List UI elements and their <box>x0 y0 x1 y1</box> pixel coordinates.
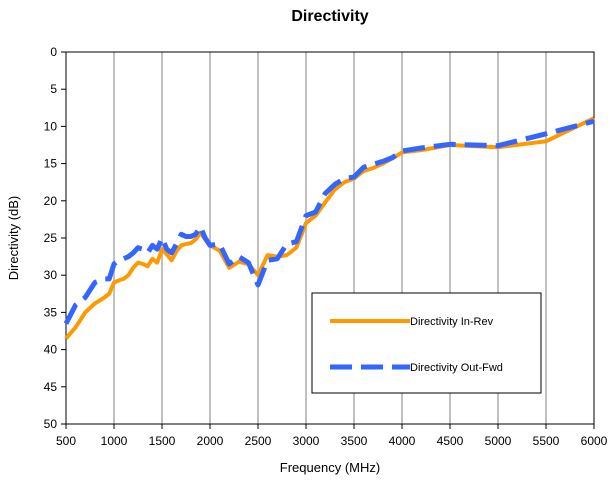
y-tick-label-40: 40 <box>44 343 58 357</box>
x-tick-label-1000: 1000 <box>101 434 128 448</box>
x-axis-label: Frequency (MHz) <box>280 460 380 475</box>
y-tick-label-10: 10 <box>44 119 58 133</box>
legend-label-in-rev: Directivity In-Rev <box>410 316 494 328</box>
legend-label-out-fwd: Directivity Out-Fwd <box>410 362 503 374</box>
x-tick-label-3500: 3500 <box>341 434 368 448</box>
y-tick-label-5: 5 <box>50 82 57 96</box>
x-tick-label-4500: 4500 <box>437 434 464 448</box>
tick-layer: 500 1000 1500 2000 2500 3000 3500 4000 4500 5000 5… <box>44 45 608 448</box>
y-tick-label-30: 30 <box>44 268 58 282</box>
x-tick-label-6000: 6000 <box>581 434 608 448</box>
y-axis-label: Directivity (dB) <box>6 196 21 281</box>
x-tick-label-5500: 5500 <box>533 434 560 448</box>
legend-box <box>311 292 542 394</box>
y-tick-label-0: 0 <box>50 45 57 59</box>
x-tick-label-3000: 3000 <box>293 434 320 448</box>
series-line-1 <box>63 118 595 325</box>
series-layer <box>63 116 595 340</box>
x-tick-label-1500: 1500 <box>149 434 176 448</box>
x-tick-label-500: 500 <box>56 434 76 448</box>
y-tick-label-35: 35 <box>44 305 58 319</box>
x-tick-label-4000: 4000 <box>389 434 416 448</box>
chart-title: Directivity <box>291 8 369 25</box>
legend: Directivity In-Rev Directivity Out-Fwd <box>311 292 542 394</box>
y-tick-label-45: 45 <box>44 380 58 394</box>
y-tick-label-15: 15 <box>44 157 58 171</box>
y-tick-label-25: 25 <box>44 231 58 245</box>
x-tick-label-2000: 2000 <box>197 434 224 448</box>
x-tick-label-2500: 2500 <box>245 434 272 448</box>
y-tick-label-20: 20 <box>44 194 58 208</box>
x-tick-label-5000: 5000 <box>485 434 512 448</box>
y-tick-label-50: 50 <box>44 417 58 431</box>
